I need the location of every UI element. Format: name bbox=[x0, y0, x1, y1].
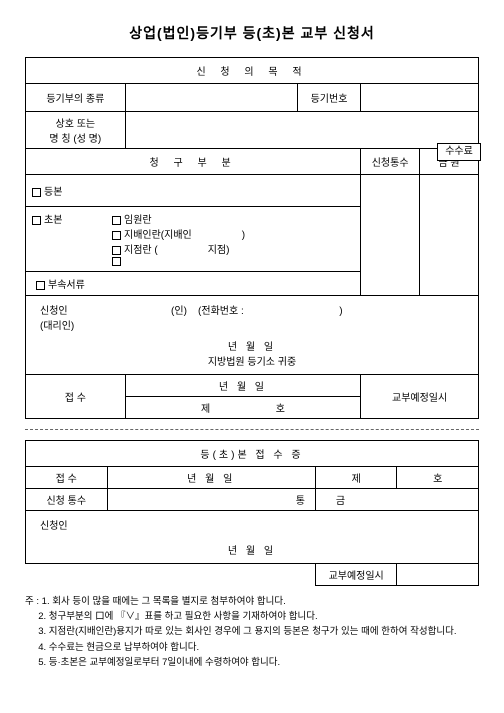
label2-je: 제 bbox=[315, 467, 397, 489]
label-phone: (전화번호 : bbox=[198, 306, 244, 317]
label-applicant: 신청인 (대리인) bbox=[40, 302, 74, 332]
checkbox-imwon[interactable] bbox=[112, 216, 121, 225]
label-jibaein-a: 지배인란(지배인 bbox=[124, 230, 192, 241]
label2-applicant: 신청인 bbox=[40, 517, 464, 532]
label-je: 제 bbox=[201, 404, 210, 415]
label2-issue: 교부예정일시 bbox=[315, 564, 397, 586]
empty-cell bbox=[26, 564, 316, 586]
notes-block: 주 : 1. 회사 등이 많을 때에는 그 목록을 별지로 첨부하여야 합니다.… bbox=[25, 594, 479, 670]
note-1: 1. 회사 등이 많을 때에는 그 목록을 별지로 첨부하여야 합니다. bbox=[42, 594, 286, 609]
side-fee-label: 수수료 bbox=[437, 143, 481, 161]
notes-lead: 주 : bbox=[25, 594, 42, 609]
label-issue-date: 교부예정일시 bbox=[361, 375, 479, 419]
field-fee[interactable] bbox=[420, 175, 479, 296]
label2-date-line: 년 월 일 bbox=[40, 542, 464, 557]
page-title: 상업(법인)등기부 등(초)본 교부 신청서 bbox=[25, 23, 479, 43]
checkbox-busok[interactable] bbox=[36, 281, 45, 290]
label-seal: (인) bbox=[171, 306, 187, 317]
checkbox-jijeom[interactable] bbox=[112, 246, 121, 255]
label-register-no: 등기번호 bbox=[297, 84, 360, 112]
form-section-1: 신 청 의 목 적 등기부의 종류 등기번호 상호 또는 명 칭 (성 명) 청… bbox=[25, 57, 479, 419]
field-register-type[interactable] bbox=[125, 84, 297, 112]
note-4: 4. 수수료는 현금으로 납부하여야 합니다. bbox=[38, 640, 199, 655]
label-court: 지방법원 등기소 귀중 bbox=[40, 353, 464, 368]
note-2: 2. 청구부분의 口에 『∨』표를 하고 필요한 사항을 기재하여야 합니다. bbox=[38, 609, 317, 624]
perforation-line bbox=[25, 429, 479, 430]
checkbox-jibaein[interactable] bbox=[112, 231, 121, 240]
note-3: 3. 지점란(지배인란)용지가 따로 있는 회사인 경우에 그 용지의 등본은 … bbox=[38, 624, 456, 639]
applicant-block-2: 신청인 년 월 일 bbox=[26, 511, 479, 564]
checkbox-chobon[interactable] bbox=[32, 216, 41, 225]
label-jijeom-a: 지점란 ( bbox=[124, 245, 158, 256]
table-1: 신 청 의 목 적 등기부의 종류 등기번호 상호 또는 명 칭 (성 명) 청… bbox=[25, 57, 479, 419]
field-request-count[interactable] bbox=[361, 175, 420, 296]
label-receive: 접 수 bbox=[26, 375, 126, 419]
checkbox-deungbon[interactable] bbox=[32, 188, 41, 197]
label2-date: 년 월 일 bbox=[107, 467, 315, 489]
label-chobon: 초본 bbox=[44, 215, 62, 226]
table-2: 등(초)본 접 수 증 접 수 년 월 일 제 호 신청 통수 통 금 신청인 … bbox=[25, 440, 479, 586]
label-deungbon: 등본 bbox=[44, 187, 62, 198]
label2-ho: 호 bbox=[397, 467, 479, 489]
label-jibaein-b: ) bbox=[242, 230, 245, 241]
label-company-name: 상호 또는 명 칭 (성 명) bbox=[26, 112, 126, 149]
field-company-name[interactable] bbox=[125, 112, 478, 149]
field-register-no[interactable] bbox=[361, 84, 479, 112]
label-register-type: 등기부의 종류 bbox=[26, 84, 126, 112]
label-jijeom-b: 지점) bbox=[208, 245, 230, 256]
field2-issue[interactable] bbox=[397, 564, 479, 586]
label-busok: 부속서류 bbox=[48, 280, 85, 291]
row-busok: 부속서류 bbox=[26, 272, 361, 296]
label-phone-close: ) bbox=[339, 306, 342, 317]
label-imwon: 임원란 bbox=[124, 215, 152, 226]
label-ho: 호 bbox=[276, 404, 285, 415]
row-receive-no: 제 호 bbox=[125, 397, 361, 419]
row-deungbon: 등본 bbox=[26, 175, 361, 207]
label-receive-date: 년 월 일 bbox=[125, 375, 361, 397]
label2-count: 신청 통수 bbox=[26, 489, 108, 511]
label-request-count: 신청통수 bbox=[361, 149, 420, 175]
label2-receive: 접 수 bbox=[26, 467, 108, 489]
section1-header: 신 청 의 목 적 bbox=[26, 58, 479, 84]
label-date-line-1: 년 월 일 bbox=[228, 342, 276, 353]
note-5: 5. 등·초본은 교부예정일로부터 7일이내에 수령하여야 합니다. bbox=[38, 655, 280, 670]
applicant-block: 신청인 (대리인) (인) (전화번호 : ) 년 월 일 지방법원 등기소 귀… bbox=[26, 296, 479, 375]
label-request-section: 청 구 부 분 bbox=[26, 149, 361, 175]
section2-header: 등(초)본 접 수 증 bbox=[26, 441, 479, 467]
cell2-tong: 통 bbox=[107, 489, 315, 511]
row-chobon: 초본 임원란 지배인란(지배인) 지점란 ( 지점) bbox=[26, 207, 361, 272]
checkbox-extra[interactable] bbox=[112, 257, 121, 266]
cell2-geum: 금 bbox=[315, 489, 478, 511]
